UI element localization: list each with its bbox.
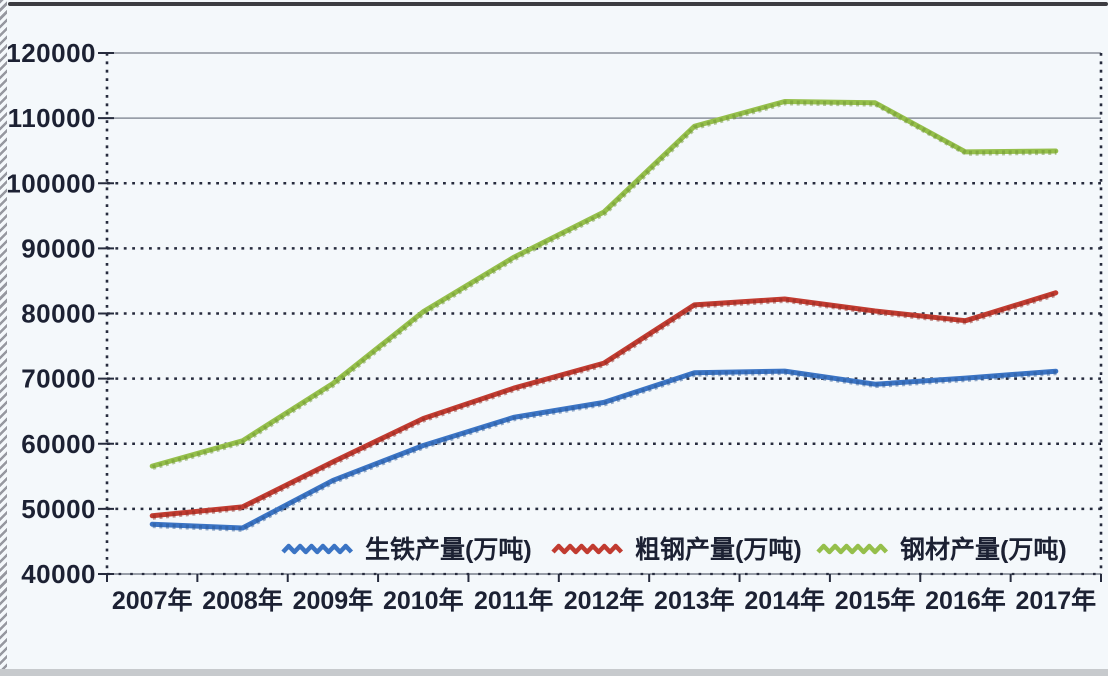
x-axis-label: 2009年 xyxy=(293,586,374,615)
bottom-band-artifact xyxy=(0,669,1108,676)
legend-label: 生铁产量(万吨) xyxy=(365,536,532,564)
y-axis-label: 60000 xyxy=(21,429,96,459)
series-line-texture-1 xyxy=(152,291,1058,520)
y-axis-label: 80000 xyxy=(21,299,96,329)
x-axis-label: 2011年 xyxy=(474,586,553,615)
x-axis-label: 2008年 xyxy=(202,586,283,615)
y-axis-label: 110000 xyxy=(8,103,96,133)
legend-item: 生铁产量(万吨) xyxy=(281,536,532,564)
x-axis-label: 2017年 xyxy=(1016,586,1097,615)
series-line-texture-2 xyxy=(152,100,1057,470)
legend-marker-icon xyxy=(281,543,354,555)
x-axis-label: 2007年 xyxy=(112,586,193,615)
x-axis-label: 2016年 xyxy=(925,586,1006,615)
x-axis-label: 2013年 xyxy=(654,586,735,615)
legend-item: 钢材产量(万吨) xyxy=(816,536,1067,564)
legend-label: 粗钢产量(万吨) xyxy=(635,536,802,564)
top-border-artifact xyxy=(8,2,1108,6)
y-axis-label: 50000 xyxy=(21,494,96,524)
x-axis-label: 2010年 xyxy=(383,586,464,615)
x-axis-label: 2015年 xyxy=(835,586,916,615)
legend-marker-icon xyxy=(816,543,889,555)
y-axis-label: 40000 xyxy=(21,559,96,589)
legend-label: 钢材产量(万吨) xyxy=(900,536,1067,564)
series-line-texture-0 xyxy=(152,369,1057,532)
left-edge-artifact xyxy=(0,0,7,669)
y-axis-label: 120000 xyxy=(6,38,96,68)
y-axis-label: 90000 xyxy=(21,233,96,263)
x-axis-label: 2012年 xyxy=(564,586,645,615)
y-axis-label: 70000 xyxy=(21,364,96,394)
legend-marker-icon xyxy=(551,543,624,555)
y-axis-label: 100000 xyxy=(6,168,96,198)
legend-item: 粗钢产量(万吨) xyxy=(551,536,802,564)
x-axis-label: 2014年 xyxy=(744,586,825,615)
